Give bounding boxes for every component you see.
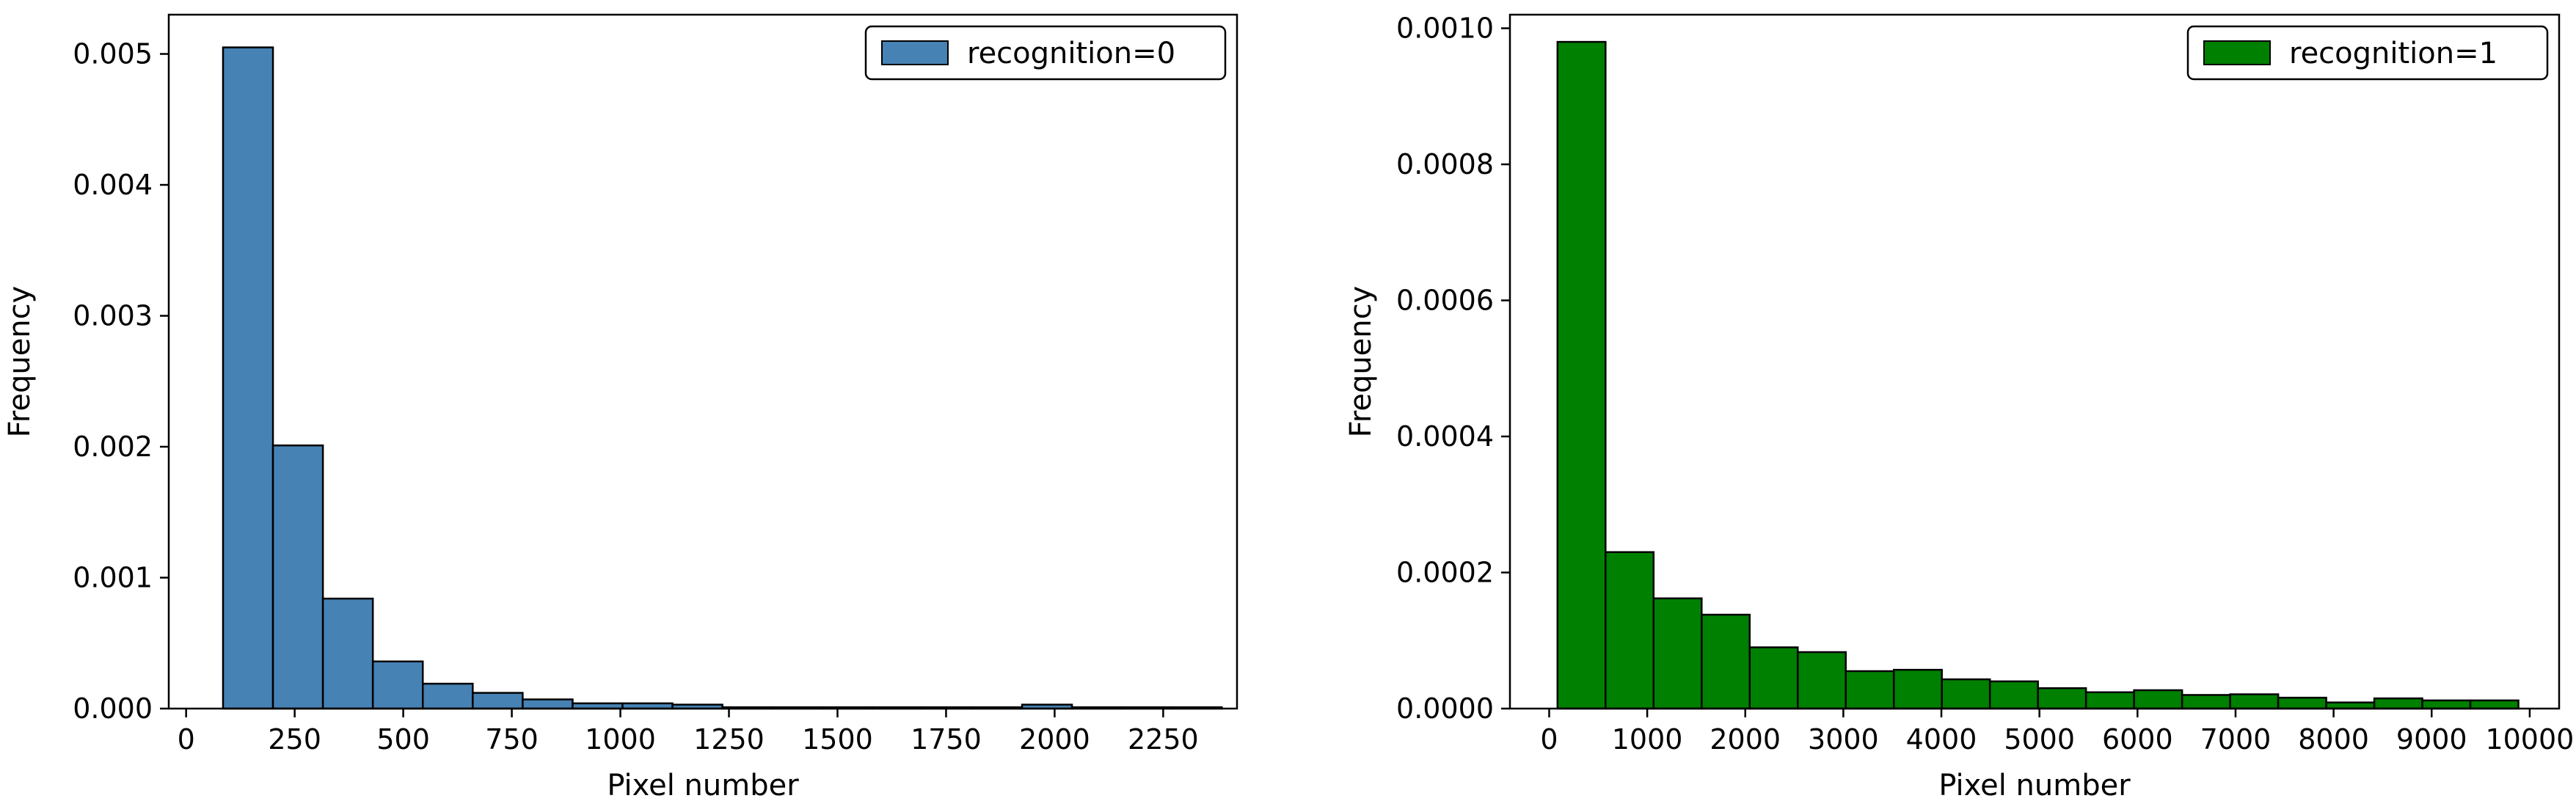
x-tick-label: 7000 — [2200, 723, 2272, 756]
legend-swatch — [881, 40, 949, 65]
y-tick-label: 0.001 — [73, 562, 153, 594]
x-tick-label: 8000 — [2298, 723, 2369, 756]
histogram-bar — [271, 444, 324, 710]
y-tick-label: 0.003 — [73, 300, 153, 332]
histogram-bar — [1748, 646, 1799, 710]
x-tick-label: 500 — [376, 723, 430, 756]
x-tick-label: 1250 — [693, 723, 765, 756]
legend: recognition=1 — [2186, 25, 2549, 81]
histogram-bar — [2181, 694, 2231, 710]
y-tick-label: 0.000 — [73, 692, 153, 725]
histogram-bar — [2037, 687, 2087, 710]
x-axis-label: Pixel number — [1938, 769, 2131, 802]
histogram-bar — [2133, 689, 2183, 710]
y-tick-label: 0.0002 — [1396, 557, 1494, 589]
y-tick-label: 0.004 — [73, 169, 153, 201]
histogram-bar — [1556, 40, 1607, 710]
y-tick-label: 0.0004 — [1396, 420, 1494, 453]
x-tick-label: 1750 — [911, 723, 982, 756]
x-tick-label: 6000 — [2102, 723, 2173, 756]
y-ticks: 0.000 0.001 0.002 0.003 0.004 0.005 — [73, 38, 169, 725]
x-ticks: 0 1000 2000 3000 4000 5000 6000 7000 8000 9000 100… — [1540, 709, 2574, 756]
histogram-bar — [222, 46, 274, 710]
histogram-bar — [371, 660, 424, 710]
y-axis-label: Frequency — [3, 286, 37, 438]
y-tick-label: 0.002 — [73, 431, 153, 463]
histogram-bar — [522, 698, 574, 710]
histogram-bar — [472, 692, 524, 710]
histogram-bar — [2373, 697, 2423, 710]
x-tick-label: 0 — [178, 723, 195, 756]
histogram-bar — [2421, 699, 2472, 710]
histogram-recognition-1: 0 1000 2000 3000 4000 5000 6000 7000 8000 9000 100… — [1344, 12, 2574, 802]
histogram-recognition-0: 0 250 500 750 1000 1250 1500 1750 2000 2250 0.000… — [3, 13, 1238, 802]
x-tick-label: 9000 — [2396, 723, 2467, 756]
legend: recognition=0 — [864, 25, 1227, 81]
histogram-bar — [2277, 696, 2327, 710]
histogram-bar — [421, 682, 474, 710]
legend-label: recognition=0 — [967, 37, 1175, 70]
legend-label: recognition=1 — [2289, 37, 2497, 70]
x-tick-label: 5000 — [2004, 723, 2075, 756]
histogram-bar — [2469, 699, 2520, 710]
histogram-bar — [1701, 613, 1751, 710]
x-tick-label: 4000 — [1906, 723, 1977, 756]
histogram-bar — [1941, 678, 1991, 710]
legend-box — [864, 25, 1227, 81]
legend-swatch — [2203, 40, 2271, 65]
histogram-bar — [1845, 670, 1895, 710]
y-tick-label: 0.005 — [73, 38, 153, 70]
x-tick-label: 2000 — [1710, 723, 1781, 756]
legend-box — [2186, 25, 2549, 81]
y-tick-label: 0.0008 — [1396, 148, 1494, 180]
x-tick-label: 3000 — [1808, 723, 1879, 756]
histogram-bar — [1652, 597, 1703, 710]
y-tick-label: 0.0006 — [1396, 285, 1494, 317]
x-ticks: 0 250 500 750 1000 1250 1500 1750 2000 2250 — [178, 709, 1199, 756]
histogram-bar — [1796, 651, 1847, 710]
axes-frame — [167, 13, 1238, 710]
histogram-bar — [2229, 693, 2280, 710]
x-tick-label: 250 — [268, 723, 321, 756]
histogram-bar — [2084, 691, 2135, 710]
x-tick-label: 10000 — [2485, 723, 2574, 756]
axes-frame — [1508, 13, 2561, 710]
y-tick-label: 0.0000 — [1396, 692, 1494, 725]
histogram-bar — [1892, 668, 1943, 710]
bars-group — [1556, 40, 2520, 710]
y-axis-label: Frequency — [1344, 286, 1378, 438]
x-tick-label: 1500 — [802, 723, 873, 756]
histogram-bar — [1988, 680, 2039, 710]
x-tick-label: 1000 — [585, 723, 656, 756]
histogram-bar — [321, 597, 374, 710]
y-tick-label: 0.0010 — [1396, 12, 1494, 45]
x-axis-label: Pixel number — [607, 769, 799, 802]
x-tick-label: 0 — [1540, 723, 1558, 756]
x-tick-label: 2250 — [1128, 723, 1199, 756]
x-tick-label: 750 — [485, 723, 539, 756]
histogram-bar — [2325, 701, 2376, 710]
bars-group — [222, 46, 1223, 710]
x-tick-label: 1000 — [1612, 723, 1683, 756]
histogram-bar — [1605, 551, 1655, 710]
y-ticks: 0.0000 0.0002 0.0004 0.0006 0.0008 0.0010 — [1396, 12, 1510, 725]
x-tick-label: 2000 — [1019, 723, 1090, 756]
